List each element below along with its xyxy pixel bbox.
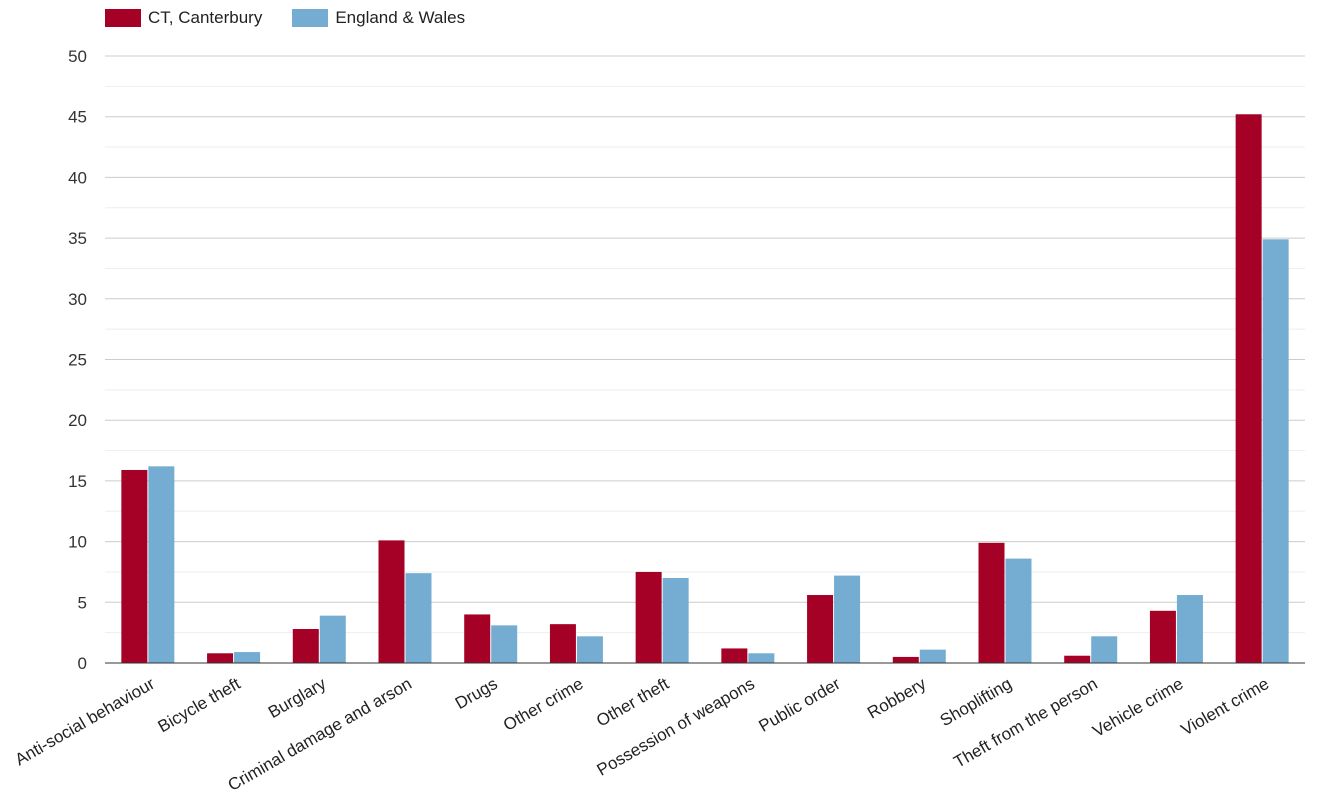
- y-tick-label: 50: [68, 47, 87, 66]
- y-tick-label: 30: [68, 290, 87, 309]
- bar-england-wales: [748, 653, 775, 663]
- x-tick-label: Robbery: [864, 674, 930, 723]
- x-tick-label: Drugs: [452, 674, 501, 713]
- bar-ct-canterbury: [464, 614, 491, 663]
- y-tick-label: 5: [78, 593, 87, 612]
- x-tick-label: Burglary: [265, 674, 330, 722]
- bar-ct-canterbury: [1064, 655, 1091, 663]
- x-tick-label: Violent crime: [1178, 674, 1272, 739]
- y-tick-label: 15: [68, 472, 87, 491]
- bar-england-wales: [662, 578, 689, 663]
- bar-ct-canterbury: [1235, 114, 1262, 664]
- legend-swatch-canterbury: [105, 9, 141, 27]
- bar-england-wales: [919, 649, 946, 663]
- y-tick-label: 40: [68, 168, 87, 187]
- bar-england-wales: [834, 575, 861, 663]
- bar-ct-canterbury: [292, 629, 319, 663]
- y-tick-label: 45: [68, 108, 87, 127]
- legend-item-canterbury[interactable]: CT, Canterbury: [105, 8, 262, 28]
- y-tick-label: 20: [68, 411, 87, 430]
- bar-ct-canterbury: [207, 653, 234, 663]
- bar-england-wales: [405, 573, 432, 663]
- x-tick-label: Theft from the person: [950, 674, 1100, 772]
- bar-england-wales: [319, 615, 346, 663]
- legend-item-england-wales[interactable]: England & Wales: [292, 8, 465, 28]
- x-tick-label: Possession of weapons: [594, 674, 758, 780]
- legend: CT, Canterbury England & Wales: [105, 6, 495, 30]
- x-tick-label: Other theft: [593, 674, 672, 731]
- x-tick-label: Other crime: [500, 674, 586, 735]
- bar-england-wales: [148, 466, 175, 663]
- y-tick-label: 25: [68, 351, 87, 370]
- y-tick-label: 35: [68, 229, 87, 248]
- bar-ct-canterbury: [121, 469, 148, 663]
- bar-ct-canterbury: [807, 595, 834, 663]
- x-tick-label: Anti-social behaviour: [12, 674, 158, 770]
- bar-england-wales: [1262, 239, 1289, 663]
- x-tick-label: Public order: [756, 674, 844, 736]
- legend-label-canterbury: CT, Canterbury: [148, 8, 263, 27]
- bar-ct-canterbury: [378, 540, 405, 663]
- bar-england-wales: [234, 652, 261, 663]
- bar-ct-canterbury: [892, 656, 919, 663]
- legend-label-england-wales: England & Wales: [335, 8, 466, 27]
- bar-england-wales: [1091, 636, 1118, 663]
- y-tick-label: 0: [78, 654, 87, 673]
- bar-ct-canterbury: [1149, 610, 1176, 663]
- y-tick-label: 10: [68, 533, 87, 552]
- bar-ct-canterbury: [635, 571, 662, 663]
- bar-ct-canterbury: [721, 648, 748, 663]
- bar-england-wales: [1176, 595, 1203, 663]
- x-tick-label: Vehicle crime: [1089, 674, 1186, 741]
- bar-ct-canterbury: [549, 624, 576, 663]
- bar-england-wales: [491, 625, 518, 663]
- bar-england-wales: [576, 636, 603, 663]
- x-tick-label: Bicycle theft: [155, 674, 244, 736]
- x-tick-label: Shoplifting: [937, 674, 1015, 730]
- legend-swatch-england-wales: [292, 9, 329, 27]
- bar-ct-canterbury: [978, 542, 1005, 663]
- bar-england-wales: [1005, 558, 1032, 663]
